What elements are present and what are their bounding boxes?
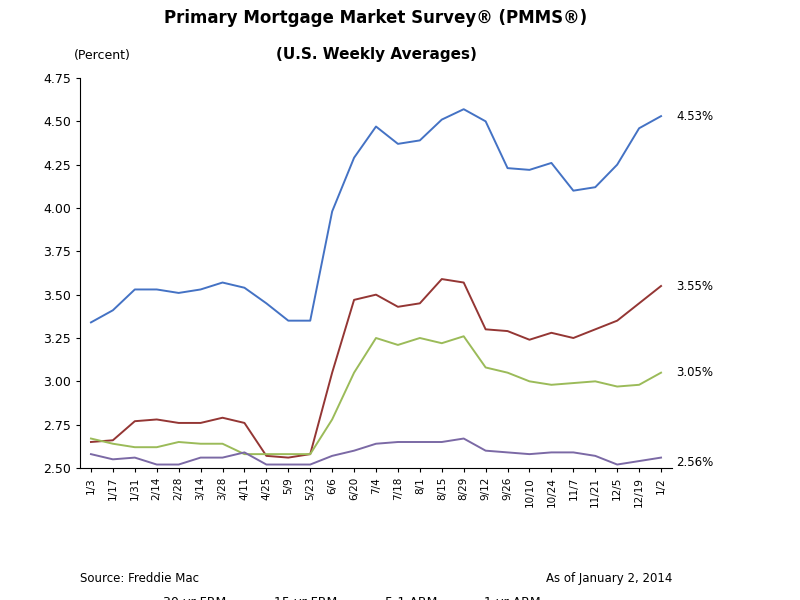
- Text: As of January 2, 2014: As of January 2, 2014: [546, 572, 672, 585]
- Text: Primary Mortgage Market Survey® (PMMS®): Primary Mortgage Market Survey® (PMMS®): [165, 10, 587, 28]
- Text: Source: Freddie Mac: Source: Freddie Mac: [80, 572, 199, 585]
- Text: 3.05%: 3.05%: [676, 366, 714, 379]
- Text: 3.55%: 3.55%: [676, 280, 714, 293]
- Text: 2.56%: 2.56%: [676, 457, 714, 469]
- Legend: 30-yr FRM, 15-yr FRM, 5-1 ARM, 1-yr ARM: 30-yr FRM, 15-yr FRM, 5-1 ARM, 1-yr ARM: [123, 591, 546, 600]
- Text: (Percent): (Percent): [74, 49, 131, 62]
- Text: 4.53%: 4.53%: [676, 110, 714, 122]
- Text: (U.S. Weekly Averages): (U.S. Weekly Averages): [275, 47, 477, 62]
